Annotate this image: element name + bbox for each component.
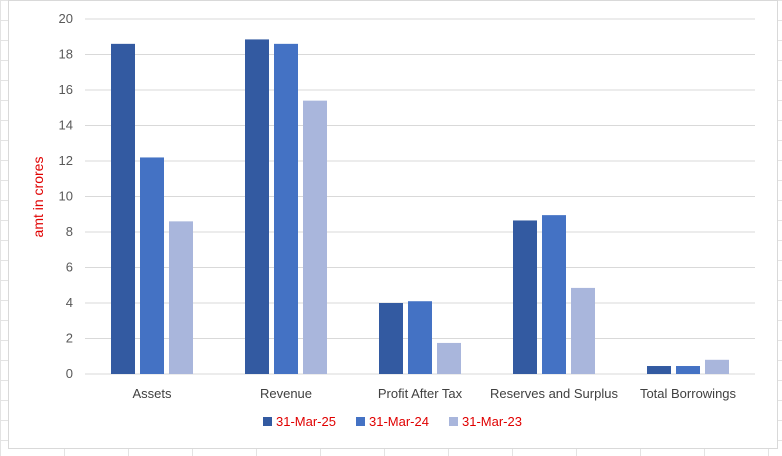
y-tick-label: 16 [59, 82, 73, 97]
y-tick-label: 2 [66, 331, 73, 346]
y-tick-label: 12 [59, 153, 73, 168]
bar-31-mar-25 [513, 220, 537, 374]
legend-label: 31-Mar-23 [462, 414, 522, 429]
bar-31-mar-24 [676, 366, 700, 374]
bar-31-mar-24 [408, 301, 432, 374]
bar-31-mar-24 [542, 215, 566, 374]
bar-31-mar-25 [111, 43, 135, 374]
legend-swatch [263, 417, 272, 426]
legend-label: 31-Mar-25 [276, 414, 336, 429]
y-tick-label: 0 [66, 366, 73, 381]
bar-31-mar-23 [169, 221, 193, 374]
chart-area[interactable]: 0 2 4 6 8 10 12 14 16 18 20 amt in crores Assets Reve… [8, 0, 778, 449]
x-category-label: Revenue [260, 386, 312, 401]
bar-31-mar-25 [379, 303, 403, 374]
bar-31-mar-23 [571, 287, 595, 374]
bar-31-mar-25 [245, 39, 269, 374]
y-tick-label: 4 [66, 295, 73, 310]
bar-31-mar-24 [274, 43, 298, 374]
bar-31-mar-24 [140, 157, 164, 374]
x-category-label: Total Borrowings [640, 386, 737, 401]
y-tick-label: 6 [66, 260, 73, 275]
x-category-label: Assets [132, 386, 172, 401]
x-category-label: Reserves and Surplus [490, 386, 618, 401]
y-tick-label: 20 [59, 11, 73, 26]
bar-31-mar-23 [303, 100, 327, 375]
y-tick-label: 8 [66, 224, 73, 239]
bar-31-mar-23 [705, 359, 729, 374]
y-tick-label: 14 [59, 118, 73, 133]
legend-swatch [449, 417, 458, 426]
legend-swatch [356, 417, 365, 426]
y-tick-label: 18 [59, 47, 73, 62]
legend-label: 31-Mar-24 [369, 414, 429, 429]
x-category-label: Profit After Tax [378, 386, 463, 401]
bar-31-mar-23 [437, 342, 461, 374]
bar-31-mar-25 [647, 366, 671, 374]
bar-chart: 0 2 4 6 8 10 12 14 16 18 20 amt in crores Assets Reve… [30, 11, 755, 429]
y-axis-label: amt in crores [30, 157, 46, 238]
y-tick-label: 10 [59, 189, 73, 204]
